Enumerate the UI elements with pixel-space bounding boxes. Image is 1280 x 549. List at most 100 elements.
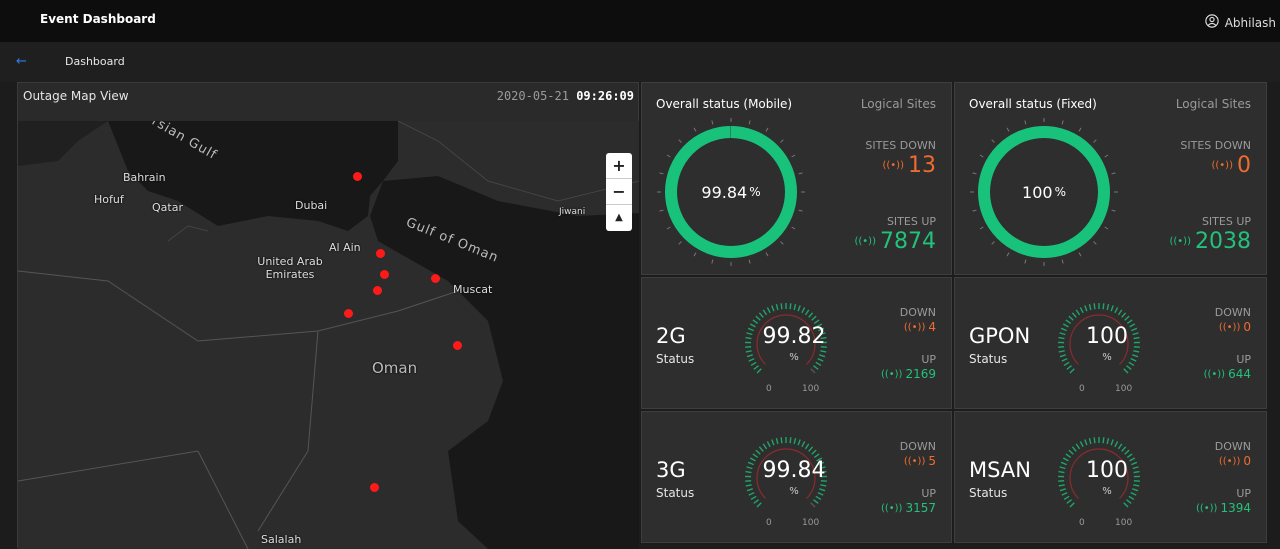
down-value: ((•))0	[1219, 320, 1251, 334]
gauge-tick	[1115, 307, 1118, 312]
gauge-tick	[813, 366, 818, 370]
zoom-control: + − ▲	[606, 153, 632, 231]
outage-marker[interactable]	[370, 483, 379, 492]
gauge-tick	[811, 503, 815, 507]
gauge-tick	[1118, 310, 1121, 315]
gauge-tick	[1066, 454, 1071, 458]
gauge-tick	[805, 444, 808, 449]
gauge-tick	[1126, 366, 1131, 370]
gauge-tick	[1118, 444, 1121, 449]
gauge-tick	[1080, 307, 1083, 312]
gauge-tick	[772, 440, 774, 446]
user-menu[interactable]: Abhilash	[1205, 14, 1276, 31]
antenna-icon: ((•))	[881, 503, 903, 514]
gauge-max: 100	[802, 518, 819, 528]
zoom-in-button[interactable]: +	[606, 153, 632, 179]
outage-map-card: Outage Map View 2020-05-21 09:26:09 rsia…	[17, 82, 639, 548]
tech-card-gpon: GPON Status 100 % 0 100 DOWN ((•))0 UP (…	[954, 277, 1267, 409]
sites-up-label: SITES UP	[887, 215, 936, 228]
outage-marker[interactable]	[431, 274, 440, 283]
gauge-tick	[776, 304, 777, 310]
compass-icon[interactable]: ▲	[606, 205, 632, 231]
user-name: Abhilash	[1225, 16, 1276, 30]
gauge-unit: %	[742, 486, 846, 497]
gauge-tick	[812, 316, 816, 320]
down-label: DOWN	[900, 306, 936, 319]
up-label: UP	[921, 353, 936, 366]
gauge-tick	[753, 320, 758, 324]
up-label: UP	[921, 487, 936, 500]
gauge-tick	[1070, 503, 1074, 507]
gauge-tick	[1127, 320, 1132, 324]
tech-name: GPON	[969, 324, 1030, 348]
gauge-tick	[1066, 320, 1071, 324]
gauge-tick	[1067, 366, 1072, 370]
gauge-tick	[1070, 369, 1074, 373]
gauge-tick	[1111, 306, 1113, 312]
gauge-tick	[1094, 437, 1095, 443]
tech-status-label: Status	[969, 486, 1007, 500]
gauge-tick	[763, 310, 766, 315]
arrow-left-icon[interactable]: ←	[16, 54, 27, 69]
overall-fixed-card: Overall status (Fixed) Logical Sites 100…	[954, 82, 1267, 275]
sites-up-value: ((•))7874	[854, 229, 936, 254]
gauge-tick	[798, 306, 800, 312]
down-label: DOWN	[1215, 440, 1251, 453]
outage-marker[interactable]	[453, 341, 462, 350]
gauge-tick	[1094, 303, 1095, 309]
gauge-tick	[1115, 441, 1118, 446]
up-value: ((•))644	[1204, 367, 1251, 381]
gauge-tick	[1069, 450, 1073, 454]
gauge-tick	[802, 307, 805, 312]
status-ring: 99.84%	[656, 117, 806, 267]
gauge-unit: %	[1055, 352, 1159, 363]
map-timestamp: 2020-05-21 09:26:09	[497, 89, 634, 103]
gauge-tick	[1072, 447, 1076, 452]
outage-marker[interactable]	[353, 172, 362, 181]
outage-marker[interactable]	[373, 286, 382, 295]
gauge-tick	[814, 320, 819, 324]
antenna-icon: ((•))	[904, 322, 926, 333]
outage-marker[interactable]	[344, 309, 353, 318]
map-canvas[interactable]: rsian Gulf Gulf of Oman Bahrain Hofuf Qa…	[18, 121, 639, 549]
tech-card-2g: 2G Status 99.82 % 0 100 DOWN ((•))4 UP (…	[641, 277, 952, 409]
gauge-tick	[763, 444, 766, 449]
antenna-icon: ((•))	[854, 236, 876, 247]
tech-status-label: Status	[656, 352, 694, 366]
gauge-tick	[781, 437, 782, 443]
gauge-min: 0	[766, 384, 772, 394]
gauge-tick	[1076, 310, 1079, 315]
gauge-tick	[1080, 441, 1083, 446]
gauge-tick	[813, 500, 818, 504]
gauge-tick	[1111, 440, 1113, 446]
outage-marker[interactable]	[376, 249, 385, 258]
sites-up-value: ((•))2038	[1169, 229, 1251, 254]
sites-down-label: SITES DOWN	[865, 139, 936, 152]
up-value: ((•))3157	[881, 501, 936, 515]
status-ring: 100%	[969, 117, 1119, 267]
ring-value: 99.84%	[656, 117, 806, 267]
map-label-dubai: Dubai	[295, 199, 327, 212]
gauge-tick	[1085, 306, 1087, 312]
up-label: UP	[1236, 353, 1251, 366]
gauge-tick	[794, 438, 795, 444]
gauge-tick	[809, 447, 813, 452]
antenna-icon: ((•))	[904, 456, 926, 467]
gauge-unit: %	[742, 352, 846, 363]
map-label-qatar: Qatar	[152, 201, 183, 214]
gauge-tick	[1107, 438, 1108, 444]
gauge-tick	[809, 313, 813, 318]
outage-marker[interactable]	[380, 270, 389, 279]
user-circle-icon	[1205, 14, 1219, 31]
card-subtitle: Logical Sites	[1176, 97, 1251, 111]
map-time: 09:26:09	[576, 89, 634, 103]
antenna-icon: ((•))	[881, 369, 903, 380]
gauge-tick	[1089, 304, 1090, 310]
gauge-tick	[776, 438, 777, 444]
zoom-out-button[interactable]: −	[606, 179, 632, 205]
gauge-tick	[1072, 313, 1076, 318]
gauge-tick	[1127, 454, 1132, 458]
gauge-tick	[767, 307, 770, 312]
gauge-tick	[811, 369, 815, 373]
gauge-tick	[767, 441, 770, 446]
